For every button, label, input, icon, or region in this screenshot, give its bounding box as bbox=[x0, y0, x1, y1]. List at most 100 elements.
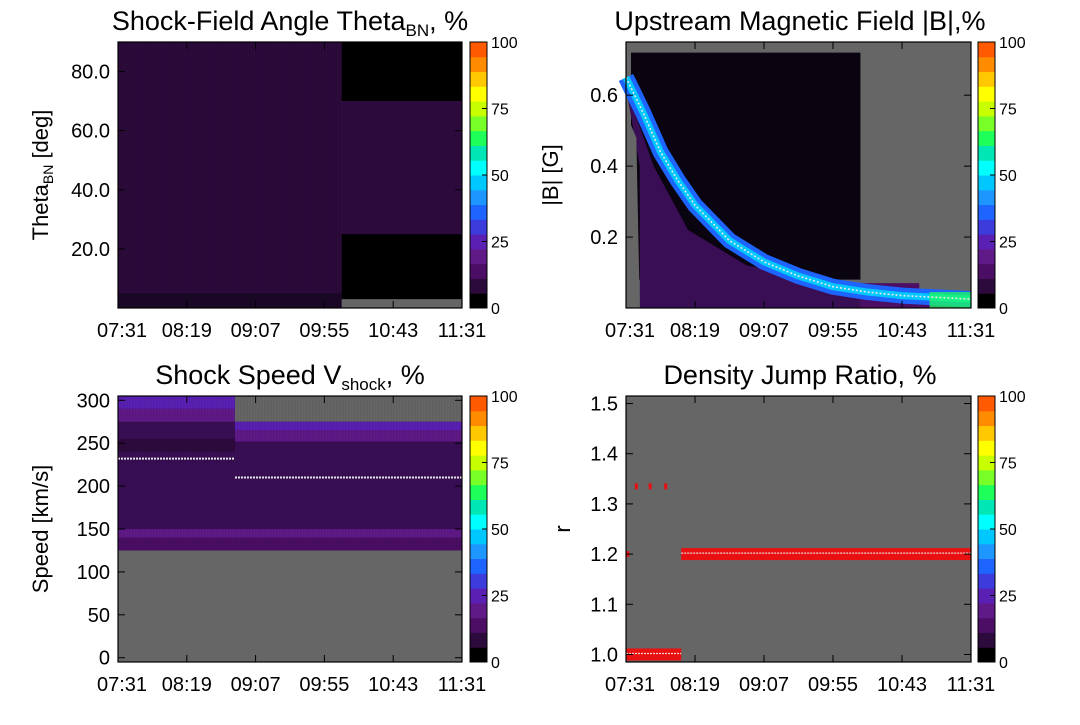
panel-title: Shock Speed Vshock, % bbox=[155, 360, 425, 394]
colorbar-swatch bbox=[470, 573, 487, 589]
panel-1: 20.0 40.0 60.0 80.0 07:31 08:19 09:07 09:55 10:4… bbox=[28, 6, 518, 342]
colorbar-tick-label: 0 bbox=[491, 655, 500, 672]
x-tick-label: 09:55 bbox=[808, 674, 858, 696]
heatmap-region bbox=[929, 292, 971, 308]
colorbar-swatch bbox=[470, 101, 487, 117]
x-tick-label: 07:31 bbox=[97, 320, 147, 342]
colorbar-swatch bbox=[978, 145, 995, 161]
colorbar-swatch bbox=[978, 410, 995, 427]
y-tick-label: 150 bbox=[77, 519, 110, 541]
plot-frame bbox=[625, 41, 972, 309]
x-tick-label: 11:31 bbox=[438, 674, 487, 696]
colorbar-swatch bbox=[470, 56, 487, 73]
colorbar-tick-label: 75 bbox=[999, 456, 1017, 473]
ylabel-main: r bbox=[550, 525, 575, 532]
x-tick-label: 09:07 bbox=[739, 320, 789, 342]
title-subscript: shock bbox=[341, 375, 386, 394]
colorbar-tick-label: 25 bbox=[491, 235, 509, 252]
title-subscript: BN bbox=[406, 21, 430, 40]
colorbar-tick-label: 100 bbox=[491, 389, 518, 406]
colorbar-swatch bbox=[470, 248, 487, 265]
colorbar-swatch bbox=[470, 175, 487, 191]
heatmap-region bbox=[341, 42, 462, 102]
colorbar-swatch bbox=[470, 71, 487, 87]
heatmap-band-core bbox=[622, 75, 972, 303]
colorbar-tick-label: 100 bbox=[999, 389, 1026, 406]
heatmap-region bbox=[118, 293, 342, 308]
colorbar-swatch bbox=[978, 293, 995, 309]
colorbar-swatch bbox=[470, 115, 487, 132]
x-tick-label: 11:31 bbox=[947, 674, 996, 696]
y-axis-label: ThetaBN [deg] bbox=[28, 110, 56, 241]
colorbar-swatch bbox=[978, 425, 995, 441]
colorbar-tick-label: 25 bbox=[999, 589, 1017, 606]
panel-2: 0.2 0.4 0.6 07:31 08:19 09:07 09:55 10:43 11:31 U… bbox=[538, 6, 1026, 342]
colorbar-swatch bbox=[470, 440, 487, 456]
y-tick-label: 1.1 bbox=[590, 594, 618, 616]
colorbar-tick-label: 25 bbox=[999, 235, 1017, 252]
colorbar-swatch bbox=[470, 632, 487, 648]
colorbar-swatch bbox=[978, 617, 995, 633]
y-tick-label: 40.0 bbox=[71, 180, 110, 202]
colorbar-swatch bbox=[470, 588, 487, 604]
colorbar-swatch bbox=[978, 234, 995, 250]
colorbar-swatch bbox=[470, 160, 487, 176]
colorbar-swatch bbox=[470, 130, 487, 146]
plot-background bbox=[626, 396, 971, 662]
x-tick-label: 08:19 bbox=[162, 674, 212, 696]
colorbar-swatch bbox=[978, 588, 995, 604]
y-tick-label: 50 bbox=[88, 605, 110, 627]
heatmap-region bbox=[341, 234, 462, 308]
density-band bbox=[681, 548, 971, 561]
colorbar-swatch bbox=[978, 396, 995, 412]
density-dot bbox=[664, 483, 668, 490]
colorbar-swatch bbox=[978, 647, 995, 663]
y-tick-label: 0.2 bbox=[590, 227, 618, 249]
colorbar-swatch bbox=[978, 573, 995, 589]
colorbar-swatch bbox=[978, 204, 995, 220]
y-tick-label: 60.0 bbox=[71, 121, 110, 143]
y-tick-label: 1.2 bbox=[590, 544, 618, 566]
colorbar-swatch bbox=[470, 410, 487, 427]
x-tick-label: 08:19 bbox=[670, 674, 720, 696]
panel-title: Density Jump Ratio, % bbox=[663, 360, 936, 390]
colorbar-swatch bbox=[978, 278, 995, 294]
colorbar-tick-label: 25 bbox=[491, 589, 509, 606]
panel-title: Shock-Field Angle ThetaBN, % bbox=[112, 6, 468, 40]
y-tick-label: 1.4 bbox=[590, 444, 618, 466]
y-tick-label: 0.4 bbox=[590, 156, 618, 178]
title-main: Upstream Magnetic Field |B|,% bbox=[614, 6, 985, 36]
title-tail: , % bbox=[386, 360, 425, 390]
x-tick-label: 11:31 bbox=[947, 320, 996, 342]
colorbar-swatch bbox=[978, 514, 995, 530]
heatmap-region bbox=[341, 299, 462, 308]
y-tick-label: 250 bbox=[77, 433, 110, 455]
colorbar-swatch bbox=[470, 455, 487, 471]
colorbar-swatch bbox=[470, 602, 487, 619]
colorbar-tick-label: 75 bbox=[491, 456, 509, 473]
x-tick-label: 07:31 bbox=[605, 674, 655, 696]
colorbar-swatch bbox=[978, 558, 995, 574]
x-tick-label: 07:31 bbox=[97, 674, 147, 696]
colorbar-swatch bbox=[978, 529, 995, 545]
title-tail: , % bbox=[429, 6, 468, 36]
title-main: Density Jump Ratio, % bbox=[663, 360, 936, 390]
colorbar-swatch bbox=[470, 189, 487, 206]
colorbar-swatch bbox=[470, 514, 487, 530]
colorbar-swatch bbox=[470, 278, 487, 294]
colorbar-swatch bbox=[978, 499, 995, 515]
colorbar-swatch bbox=[978, 189, 995, 206]
ylabel-main: Theta bbox=[28, 183, 53, 240]
y-tick-label: 80.0 bbox=[71, 62, 110, 84]
colorbar-swatch bbox=[470, 219, 487, 235]
y-axis-label: Speed [km/s] bbox=[28, 465, 53, 593]
colorbar-swatch bbox=[470, 529, 487, 545]
ylabel-main: Speed [km/s] bbox=[28, 465, 53, 593]
y-axis-label: |B| [G] bbox=[538, 144, 563, 206]
colorbar-tick-label: 50 bbox=[491, 522, 509, 539]
x-tick-label: 10:43 bbox=[368, 674, 418, 696]
colorbar-swatch bbox=[470, 647, 487, 663]
ylabel-subscript: BN bbox=[40, 165, 56, 184]
